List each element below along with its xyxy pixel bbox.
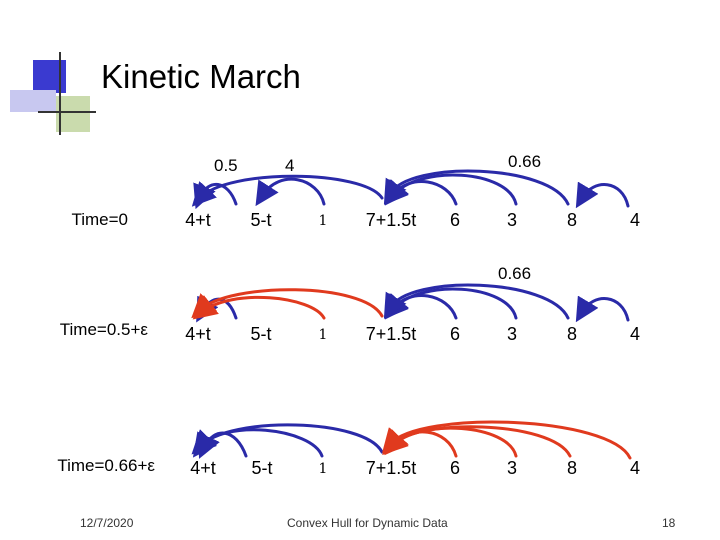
page-number: 18 bbox=[662, 516, 676, 530]
logo-square-lavender bbox=[10, 90, 56, 112]
node-r0-1: 5-t bbox=[250, 210, 272, 230]
logo-squares-icon bbox=[10, 52, 96, 135]
annotation-row1-a: 0.66 bbox=[498, 264, 532, 283]
node-r0-5: 3 bbox=[506, 210, 518, 230]
annotation-row0-c: 0.66 bbox=[508, 152, 542, 171]
row-label-2: Time=0.66+ε bbox=[57, 456, 155, 475]
node-r2-2: 1 bbox=[318, 461, 328, 477]
arc-r1-7 bbox=[575, 295, 630, 323]
arc-r0-2 bbox=[255, 177, 326, 207]
node-r1-1: 5-t bbox=[250, 324, 272, 344]
arc-r2-7 bbox=[382, 420, 632, 460]
node-r2-5: 3 bbox=[506, 458, 518, 478]
footer-date: 12/7/2020 bbox=[80, 516, 134, 530]
node-r2-0: 4+t bbox=[190, 458, 216, 478]
row-label-1: Time=0.5+ε bbox=[59, 320, 148, 339]
node-r1-4: 6 bbox=[449, 324, 461, 344]
node-r0-2: 1 bbox=[318, 213, 328, 229]
arc-r0-3 bbox=[191, 174, 384, 207]
arc-r2-1 bbox=[198, 431, 248, 459]
arc-r0-6 bbox=[383, 169, 570, 206]
annotation-row0-b: 4 bbox=[285, 156, 295, 175]
node-r1-7: 4 bbox=[629, 324, 641, 344]
node-r0-7: 4 bbox=[629, 210, 641, 230]
node-r1-3: 7+1.5t bbox=[365, 324, 417, 344]
arc-r1-6 bbox=[383, 283, 570, 320]
node-r1-5: 3 bbox=[506, 324, 518, 344]
row1-arcs bbox=[191, 283, 630, 323]
slide-title: Kinetic March bbox=[101, 58, 301, 95]
node-r1-2: 1 bbox=[318, 327, 328, 343]
row2-arcs bbox=[191, 420, 632, 460]
node-r2-7: 4 bbox=[629, 458, 641, 478]
logo-square-green bbox=[56, 96, 90, 132]
annotation-row0-a: 0.5 bbox=[214, 156, 238, 175]
row-label-0: Time=0 bbox=[71, 210, 128, 229]
node-r0-3: 7+1.5t bbox=[365, 210, 417, 230]
node-r0-6: 8 bbox=[566, 210, 578, 230]
node-r2-4: 6 bbox=[449, 458, 461, 478]
footer-title: Convex Hull for Dynamic Data bbox=[287, 516, 448, 530]
node-r0-0: 4+t bbox=[185, 210, 211, 230]
row0-arcs bbox=[191, 169, 630, 210]
node-r1-6: 8 bbox=[566, 324, 578, 344]
node-r0-4: 6 bbox=[449, 210, 461, 230]
node-r2-1: 5-t bbox=[251, 458, 273, 478]
node-r2-3: 7+1.5t bbox=[365, 458, 417, 478]
arc-r0-7 bbox=[575, 181, 630, 209]
arc-r2-3 bbox=[191, 423, 384, 455]
arc-r1-3 bbox=[191, 288, 384, 319]
node-r1-0: 4+t bbox=[185, 324, 211, 344]
node-r2-6: 8 bbox=[566, 458, 578, 478]
